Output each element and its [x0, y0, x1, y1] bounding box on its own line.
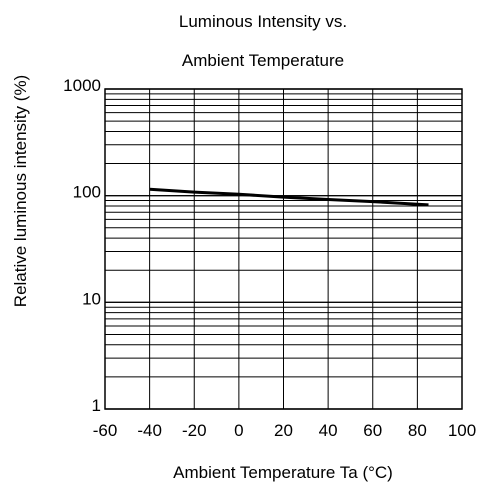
- x-tick-label: -20: [182, 421, 207, 440]
- x-tick-label: -60: [93, 421, 118, 440]
- series-group: [149, 187, 429, 207]
- x-tick-label: 20: [274, 421, 293, 440]
- x-tick-label: 60: [363, 421, 382, 440]
- series-line: [149, 187, 429, 207]
- plot-border: [104, 88, 463, 410]
- chart-title-line2: Ambient Temperature: [182, 51, 344, 70]
- x-tick-label: 0: [234, 421, 243, 440]
- x-tick-labels: -60 -40 -20 0 20 40 60 80 100: [93, 421, 476, 440]
- y-tick-label: 1000: [63, 76, 101, 95]
- y-axis-label: Relative luminous intensity (%): [11, 75, 30, 307]
- grid: [104, 88, 463, 410]
- x-tick-label: 40: [319, 421, 338, 440]
- y-tick-label: 10: [82, 289, 101, 308]
- y-tick-label: 100: [73, 183, 101, 202]
- plot-frame: [104, 88, 463, 410]
- x-tick-label: 100: [448, 421, 476, 440]
- chart-title-line1: Luminous Intensity vs.: [179, 12, 347, 31]
- y-tick-labels: 1 10 100 1000: [63, 76, 101, 415]
- y-tick-label: 1: [92, 396, 101, 415]
- x-axis-label: Ambient Temperature Ta (°C): [173, 463, 393, 482]
- x-tick-label: 80: [408, 421, 427, 440]
- x-tick-label: -40: [137, 421, 162, 440]
